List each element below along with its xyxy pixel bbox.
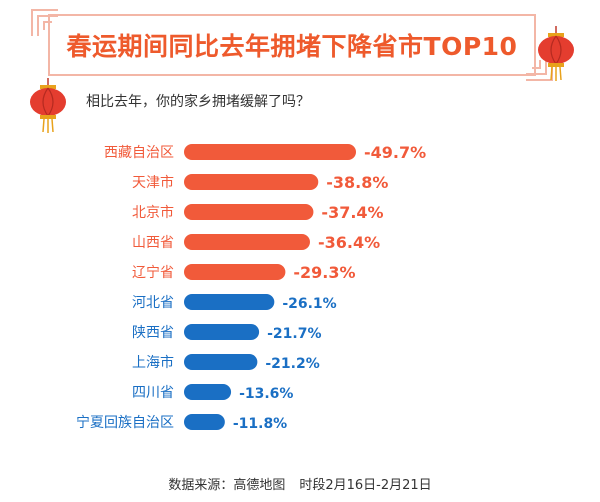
lantern-left-icon [30, 78, 66, 133]
bar [184, 204, 314, 220]
category-label: 西藏自治区 [104, 145, 174, 161]
value-label: -38.8% [326, 173, 388, 192]
source-label: 数据来源：高德地图 [168, 478, 286, 493]
category-label: 上海市 [132, 354, 174, 371]
bar [184, 234, 310, 250]
value-label: -21.7% [267, 326, 321, 342]
value-label: -13.6% [239, 386, 293, 402]
chart-subtitle: 相比去年，你的家乡拥堵缓解了吗？ [86, 94, 310, 110]
value-label: -26.1% [282, 296, 336, 312]
bar [184, 264, 286, 280]
source-period: 时段2月16日-2月21日 [299, 478, 432, 493]
value-label: -37.4% [321, 203, 383, 222]
category-label: 河北省 [132, 295, 174, 311]
lantern-right-icon [538, 26, 574, 81]
bar [184, 414, 225, 430]
category-label: 北京市 [132, 204, 174, 221]
chart-title: 春运期间同比去年拥堵下降省市TOP10 [66, 32, 518, 61]
category-label: 宁夏回族自治区 [76, 414, 174, 431]
category-label: 陕西省 [132, 325, 174, 341]
value-label: -49.7% [364, 143, 426, 162]
bar [184, 384, 232, 400]
value-label: -11.8% [233, 416, 287, 432]
bar [184, 324, 260, 340]
value-label: -21.2% [265, 356, 319, 372]
bar [184, 354, 258, 370]
bar [184, 294, 275, 310]
category-label: 天津市 [132, 174, 174, 191]
value-label: -29.3% [293, 263, 355, 282]
bar [184, 144, 356, 160]
category-label: 四川省 [132, 385, 174, 401]
data-source-note: 数据来源：高德地图 时段2月16日-2月21日 [0, 474, 600, 493]
bar-chart: 西藏自治区 -49.7% 天津市 -38.8% 北京市 -37.4% 山西省 -36.4% 辽宁… [76, 143, 426, 432]
category-label: 山西省 [132, 235, 174, 251]
title-frame [48, 14, 536, 76]
value-label: -36.4% [318, 233, 380, 252]
bar [184, 174, 319, 190]
category-label: 辽宁省 [132, 264, 174, 281]
